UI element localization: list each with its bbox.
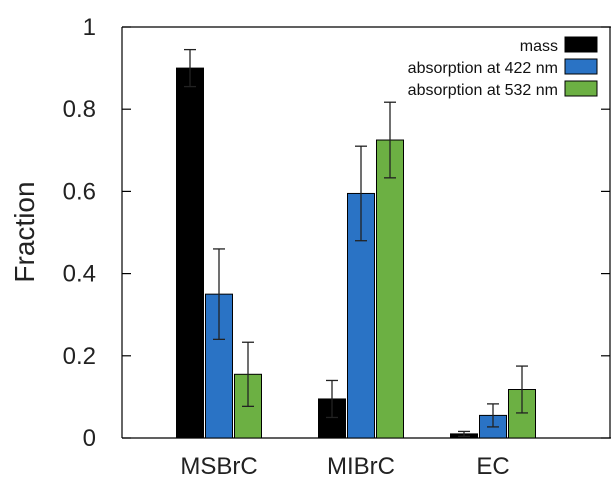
y-tick-label: 1 — [83, 14, 96, 41]
category-labels: MSBrC MIBrC EC — [180, 453, 509, 479]
legend-label: absorption at 422 nm — [408, 60, 558, 77]
y-tick-label: 0.8 — [63, 96, 96, 123]
y-ticks: 0 0.2 0.4 0.6 0.8 1 — [63, 14, 610, 452]
category-label: EC — [476, 453, 509, 479]
legend-label: absorption at 532 nm — [408, 82, 558, 99]
legend-label: mass — [520, 38, 558, 55]
category-label: MIBrC — [327, 453, 395, 479]
y-tick-label: 0.6 — [63, 178, 96, 205]
category-label: MSBrC — [180, 453, 257, 479]
bar-absorption-at-532-nm-MIBrC — [376, 139, 404, 439]
legend-swatch — [564, 80, 598, 97]
legend-swatch — [564, 36, 598, 53]
legend-swatch — [564, 58, 598, 75]
y-tick-label: 0 — [83, 425, 96, 452]
y-tick-label: 0.4 — [63, 261, 96, 288]
bar-mass-MSBrC — [176, 67, 204, 439]
y-tick-label: 0.2 — [63, 343, 96, 370]
legend: mass absorption at 422 nm absorption at 53… — [408, 36, 598, 99]
bars — [176, 48, 536, 439]
y-axis-label: Fraction — [9, 181, 40, 282]
